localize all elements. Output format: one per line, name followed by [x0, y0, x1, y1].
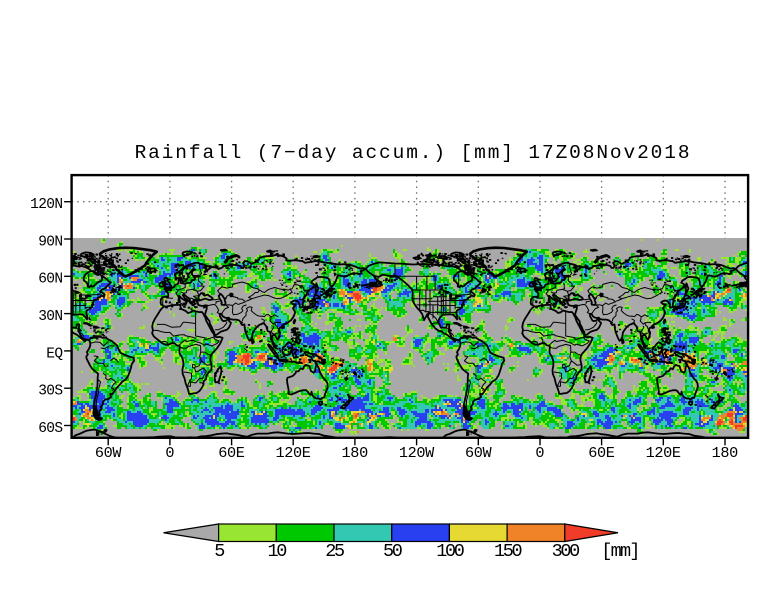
svg-text:120N: 120N [30, 197, 62, 213]
svg-text:5: 5 [214, 541, 224, 562]
svg-text:120W: 120W [399, 444, 435, 462]
svg-text:180: 180 [342, 444, 369, 462]
svg-text:EQ: EQ [46, 346, 63, 362]
svg-text:150: 150 [494, 541, 522, 562]
svg-text:30N: 30N [38, 309, 62, 325]
svg-text:120E: 120E [275, 444, 310, 462]
svg-text:0: 0 [165, 444, 174, 462]
svg-text:50: 50 [383, 541, 402, 562]
svg-text:60W: 60W [95, 444, 123, 462]
svg-text:100: 100 [436, 541, 464, 562]
svg-text:[mm]: [mm] [601, 541, 639, 562]
svg-text:30S: 30S [38, 384, 62, 400]
svg-text:180: 180 [712, 444, 739, 462]
svg-text:Rainfall (7−day accum.) [mm] 1: Rainfall (7−day accum.) [mm] 17Z08Nov201… [135, 142, 692, 164]
svg-text:10: 10 [268, 541, 287, 562]
svg-text:60E: 60E [588, 444, 615, 462]
svg-text:25: 25 [325, 541, 344, 562]
svg-text:300: 300 [552, 541, 580, 562]
svg-text:90N: 90N [38, 234, 62, 250]
svg-text:120E: 120E [646, 444, 681, 462]
svg-text:0: 0 [535, 444, 544, 462]
svg-text:60N: 60N [38, 272, 62, 288]
svg-text:60S: 60S [38, 421, 62, 437]
svg-text:60E: 60E [218, 444, 245, 462]
svg-text:60W: 60W [465, 444, 493, 462]
